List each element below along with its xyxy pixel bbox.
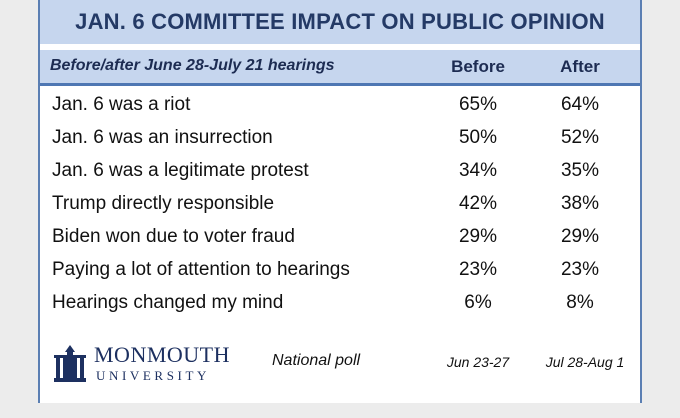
poll-table-card: JAN. 6 COMMITTEE IMPACT ON PUBLIC OPINIO… <box>38 0 642 403</box>
row-label: Hearings changed my mind <box>52 292 284 313</box>
row-label: Paying a lot of attention to hearings <box>52 259 350 280</box>
logo-subtext: UNIVERSITY <box>96 368 210 383</box>
column-header-after: After <box>560 57 600 76</box>
column-header-before: Before <box>451 57 505 76</box>
row-value-before: 6% <box>464 292 492 313</box>
subtitle: Before/after June 28-July 21 hearings <box>50 57 335 74</box>
row-value-before: 29% <box>458 226 498 247</box>
row-label: Jan. 6 was a legitimate protest <box>52 160 309 181</box>
row-value-after: 64% <box>560 94 600 115</box>
monmouth-university-building-icon <box>52 344 88 389</box>
table-row: Jan. 6 was an insurrection 50% 52% <box>40 123 640 156</box>
logo-wordmark: MONMOUTH <box>94 342 230 367</box>
title-band: JAN. 6 COMMITTEE IMPACT ON PUBLIC OPINIO… <box>40 0 640 44</box>
row-value-before: 42% <box>458 193 498 214</box>
row-value-after: 52% <box>560 127 600 148</box>
row-value-after: 35% <box>560 160 600 181</box>
row-label: Jan. 6 was an insurrection <box>52 127 273 148</box>
row-value-after: 8% <box>566 292 594 313</box>
row-value-before: 50% <box>458 127 498 148</box>
date-after: Jul 28-Aug 1 <box>545 354 625 370</box>
row-value-after: 38% <box>560 193 600 214</box>
row-label: Trump directly responsible <box>52 193 275 214</box>
table-footer: MONMOUTH UNIVERSITY National poll Jun 23… <box>40 336 640 396</box>
table-body: Jan. 6 was a riot 65% 64% Jan. 6 was an ins… <box>40 90 640 321</box>
row-value-before: 34% <box>458 160 498 181</box>
row-label: Jan. 6 was a riot <box>52 94 191 115</box>
row-label: Biden won due to voter fraud <box>52 226 295 247</box>
column-header-row: Before/after June 28-July 21 hearings Be… <box>40 50 640 86</box>
row-value-after: 23% <box>560 259 600 280</box>
row-value-before: 65% <box>458 94 498 115</box>
table-row: Jan. 6 was a riot 65% 64% <box>40 90 640 123</box>
table-row: Hearings changed my mind 6% 8% <box>40 288 640 321</box>
date-before: Jun 23-27 <box>446 354 510 370</box>
table-row: Jan. 6 was a legitimate protest 34% 35% <box>40 156 640 189</box>
row-value-before: 23% <box>458 259 498 280</box>
table-row: Trump directly responsible 42% 38% <box>40 189 640 222</box>
row-value-after: 29% <box>560 226 600 247</box>
chart-title: JAN. 6 COMMITTEE IMPACT ON PUBLIC OPINIO… <box>75 9 605 34</box>
table-row: Paying a lot of attention to hearings 23%… <box>40 255 640 288</box>
table-row: Biden won due to voter fraud 29% 29% <box>40 222 640 255</box>
poll-note: National poll <box>272 352 361 369</box>
